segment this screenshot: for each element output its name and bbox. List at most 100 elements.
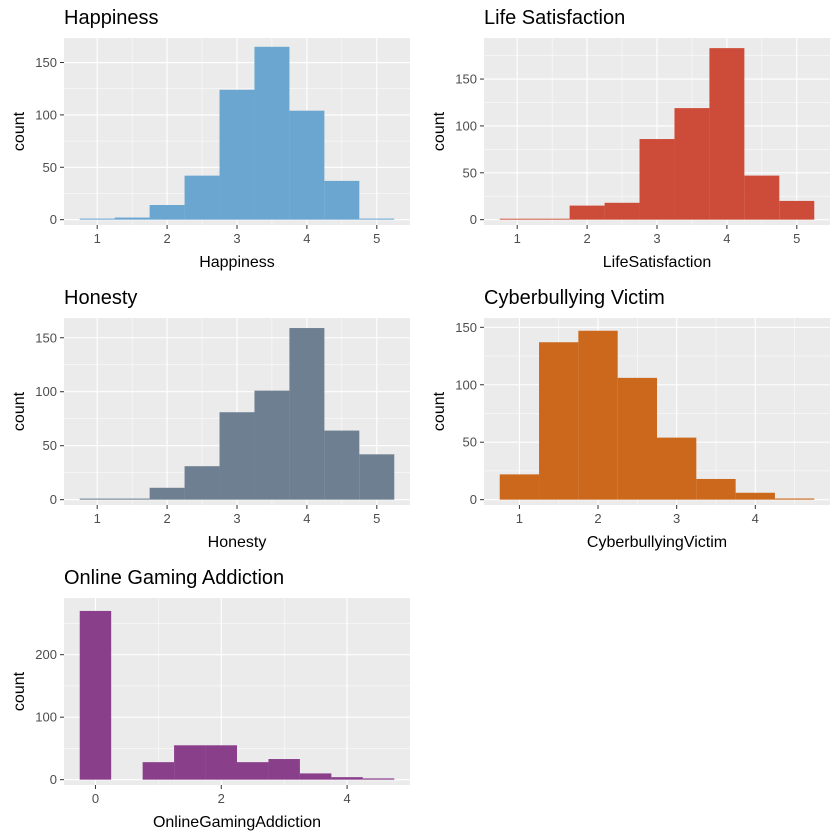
- histogram-bar: [744, 175, 780, 220]
- y-tick-label: 50: [43, 438, 57, 453]
- histogram-bar: [114, 498, 150, 500]
- x-tick-label: 0: [92, 791, 99, 806]
- histogram-bar: [324, 180, 360, 220]
- chart-title: Online Gaming Addiction: [64, 567, 284, 589]
- chart-title: Life Satisfaction: [484, 7, 625, 29]
- x-axis-title: LifeSatisfaction: [603, 254, 712, 271]
- histogram-bar: [149, 204, 185, 220]
- x-tick-label: 4: [723, 231, 730, 246]
- histogram-bar: [299, 773, 332, 780]
- x-tick-label: 1: [94, 511, 101, 526]
- x-tick-label: 5: [793, 231, 800, 246]
- histogram-bar: [114, 217, 150, 220]
- chart-title: Cyberbullying Victim: [484, 287, 665, 309]
- y-tick-label: 0: [50, 212, 57, 227]
- y-tick-label: 150: [35, 330, 57, 345]
- histogram-bar: [674, 108, 710, 220]
- x-axis-title: Happiness: [199, 254, 275, 271]
- histogram-bar: [184, 466, 220, 500]
- x-tick-label: 1: [514, 231, 521, 246]
- y-tick-label: 150: [455, 72, 477, 87]
- histogram-bar: [657, 437, 697, 500]
- histogram-bar: [696, 478, 736, 500]
- histogram-bar: [79, 610, 112, 780]
- histogram-bar: [142, 762, 175, 780]
- histogram-bar: [289, 328, 325, 500]
- y-tick-label: 100: [35, 710, 57, 725]
- histogram-bar: [359, 454, 395, 500]
- histogram-bar: [534, 218, 570, 220]
- chart-title: Honesty: [64, 287, 137, 309]
- y-tick-label: 100: [455, 118, 477, 133]
- panel-4: 0 2 4 0 100 200 Online Gaming Addiction OnlineG…: [11, 567, 410, 831]
- y-tick-label: 150: [35, 55, 57, 70]
- x-tick-label: 5: [373, 511, 380, 526]
- histogram-bar: [779, 200, 815, 220]
- histogram-bar: [617, 377, 657, 500]
- x-tick-label: 2: [163, 231, 170, 246]
- y-tick-label: 0: [50, 492, 57, 507]
- histogram-bar: [604, 202, 640, 220]
- x-tick-label: 4: [343, 791, 350, 806]
- y-tick-label: 0: [470, 492, 477, 507]
- y-tick-label: 200: [35, 647, 57, 662]
- histogram-bar: [184, 175, 220, 220]
- x-tick-label: 5: [373, 231, 380, 246]
- histogram-bar: [709, 48, 745, 220]
- x-tick-label: 1: [516, 511, 523, 526]
- histogram-bar: [569, 205, 605, 220]
- chart-title: Happiness: [64, 7, 159, 29]
- histogram-bar: [254, 46, 290, 220]
- histogram-bar: [174, 745, 206, 780]
- x-tick-label: 2: [594, 511, 601, 526]
- histogram-bar: [539, 342, 579, 500]
- y-axis-title: count: [431, 391, 448, 431]
- x-axis-title: Honesty: [208, 534, 267, 551]
- histogram-bar: [499, 474, 540, 500]
- histogram-bar: [268, 759, 300, 780]
- panel-3: 1 2 3 4 0 50 100 150 Cyberbullying Victim Cyberbu…: [431, 287, 830, 551]
- histogram-bar: [254, 390, 290, 500]
- y-tick-label: 0: [470, 212, 477, 227]
- histogram-bar: [499, 218, 535, 220]
- x-tick-label: 3: [233, 231, 240, 246]
- y-tick-label: 0: [50, 772, 57, 787]
- x-tick-label: 2: [583, 231, 590, 246]
- y-axis-title: count: [11, 111, 28, 151]
- histogram-bar: [237, 762, 269, 780]
- x-tick-label: 3: [653, 231, 660, 246]
- histogram-bar: [289, 110, 325, 220]
- histogram-bar: [578, 330, 618, 500]
- x-axis-title: OnlineGamingAddiction: [153, 814, 321, 831]
- x-axis-title: CyberbullyingVictim: [587, 534, 727, 551]
- x-tick-label: 1: [94, 231, 101, 246]
- histogram-bar: [639, 139, 675, 220]
- histogram-bar: [359, 218, 395, 220]
- y-tick-label: 50: [463, 165, 477, 180]
- x-tick-label: 4: [752, 511, 759, 526]
- y-tick-label: 150: [455, 320, 477, 335]
- x-tick-label: 3: [233, 511, 240, 526]
- x-tick-label: 2: [218, 791, 225, 806]
- x-tick-label: 4: [303, 511, 310, 526]
- histogram-bar: [219, 412, 255, 500]
- histogram-bar: [362, 778, 395, 780]
- y-tick-label: 50: [43, 160, 57, 175]
- histogram-bar: [735, 492, 775, 500]
- y-axis-title: count: [431, 111, 448, 151]
- histogram-bar: [205, 745, 237, 780]
- y-tick-label: 100: [35, 107, 57, 122]
- x-tick-label: 2: [163, 511, 170, 526]
- histogram-bar: [774, 498, 815, 500]
- x-tick-label: 4: [303, 231, 310, 246]
- y-tick-label: 50: [463, 435, 477, 450]
- y-axis-title: count: [11, 391, 28, 431]
- histogram-bar: [331, 777, 363, 780]
- y-axis-title: count: [11, 671, 28, 711]
- histogram-bar: [79, 218, 115, 220]
- histogram-bar: [79, 498, 115, 500]
- y-tick-label: 100: [35, 384, 57, 399]
